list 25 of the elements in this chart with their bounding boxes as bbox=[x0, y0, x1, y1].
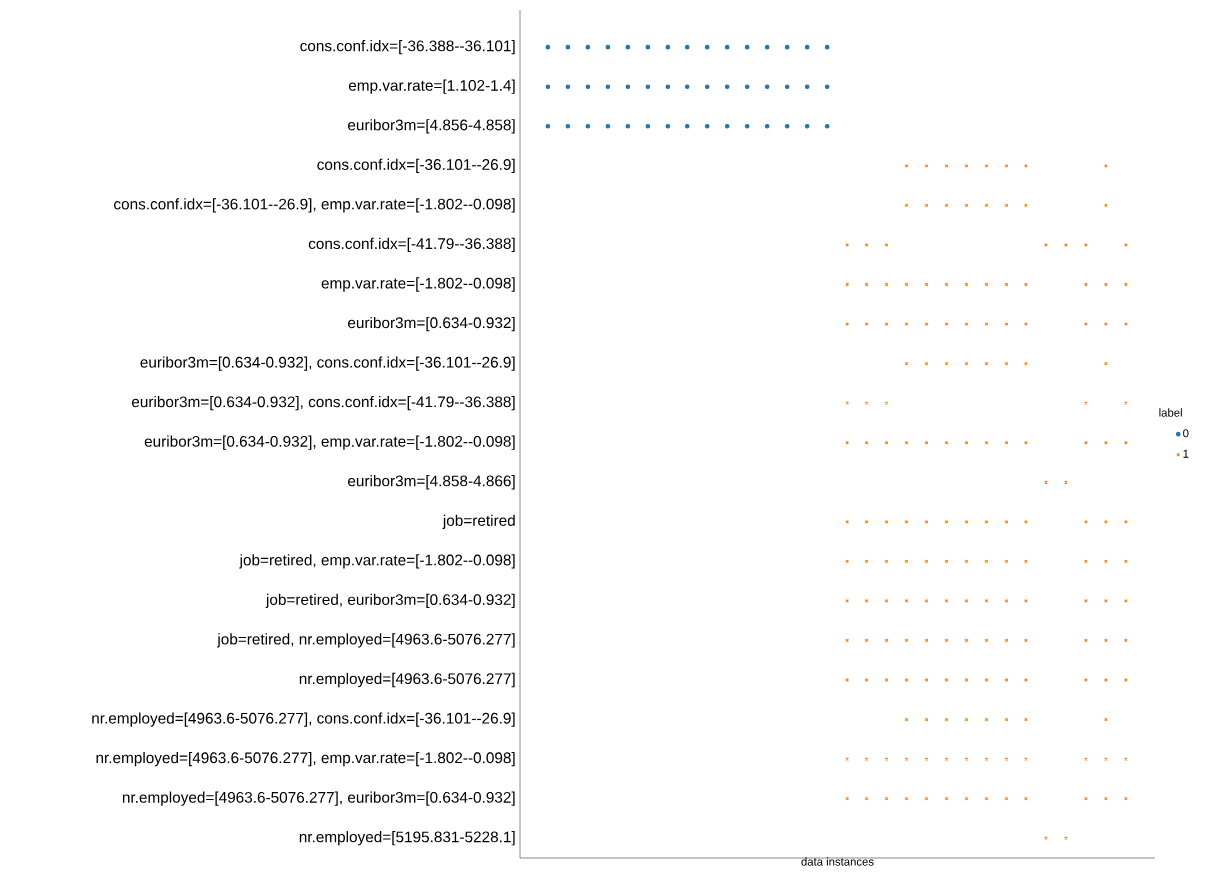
y-tick-label: euribor3m=[0.634-0.932], cons.conf.idx=[-41.79--36.388] bbox=[131, 396, 515, 411]
y-tick-label: euribor3m=[0.634-0.932], emp.var.rate=[-1.802--0.098] bbox=[144, 435, 515, 450]
y-tick-label: job=retired bbox=[442, 514, 515, 529]
y-tick-label: nr.employed=[4963.6-5076.277] bbox=[299, 672, 515, 688]
y-tick-label: euribor3m=[0.634-0.932], cons.conf.idx=[-36.101--26.9] bbox=[140, 356, 515, 371]
y-tick-label: nr.employed=[4963.6-5076.277], euribor3m=[0.634-0.932] bbox=[122, 791, 515, 806]
y-tick-label: nr.employed=[4963.6-5076.277], emp.var.rate=[-1.802--0.098] bbox=[96, 751, 515, 767]
y-tick-label: nr.employed=[4963.6-5076.277], cons.conf.idx=[-36.101--26.9] bbox=[92, 712, 515, 727]
y-tick-label: euribor3m=[4.858-4.866] bbox=[348, 475, 515, 490]
y-tick-label: job=retired, nr.employed=[4963.6-5076.277] bbox=[217, 633, 515, 648]
y-tick-label: emp.var.rate=[-1.802--0.098] bbox=[321, 277, 515, 292]
y-tick-label: cons.conf.idx=[-36.388--36.101] bbox=[300, 40, 515, 55]
y-tick-label: emp.var.rate=[1.102-1.4] bbox=[348, 79, 515, 94]
y-tick-label: job=retired, emp.var.rate=[-1.802--0.098] bbox=[239, 554, 515, 569]
y-tick-label: job=retired, euribor3m=[0.634-0.932] bbox=[265, 593, 515, 609]
y-tick-label: euribor3m=[0.634-0.932] bbox=[348, 316, 515, 332]
y-tick-label: nr.employed=[5195.831-5228.1] bbox=[299, 831, 515, 846]
legend-label: 1 bbox=[1183, 449, 1189, 458]
y-tick-label: cons.conf.idx=[-41.79--36.388] bbox=[308, 237, 515, 253]
y-tick-label: cons.conf.idx=[-36.101--26.9] bbox=[317, 158, 515, 173]
y-tick-label: cons.conf.idx=[-36.101--26.9], emp.var.rate=[-1.802--0.098] bbox=[114, 198, 515, 213]
y-tick-label: euribor3m=[4.856-4.858] bbox=[348, 119, 515, 134]
legend-title: label bbox=[1159, 408, 1182, 417]
x-axis-title: data instances bbox=[801, 857, 874, 866]
legend-label: 0 bbox=[1183, 429, 1189, 438]
